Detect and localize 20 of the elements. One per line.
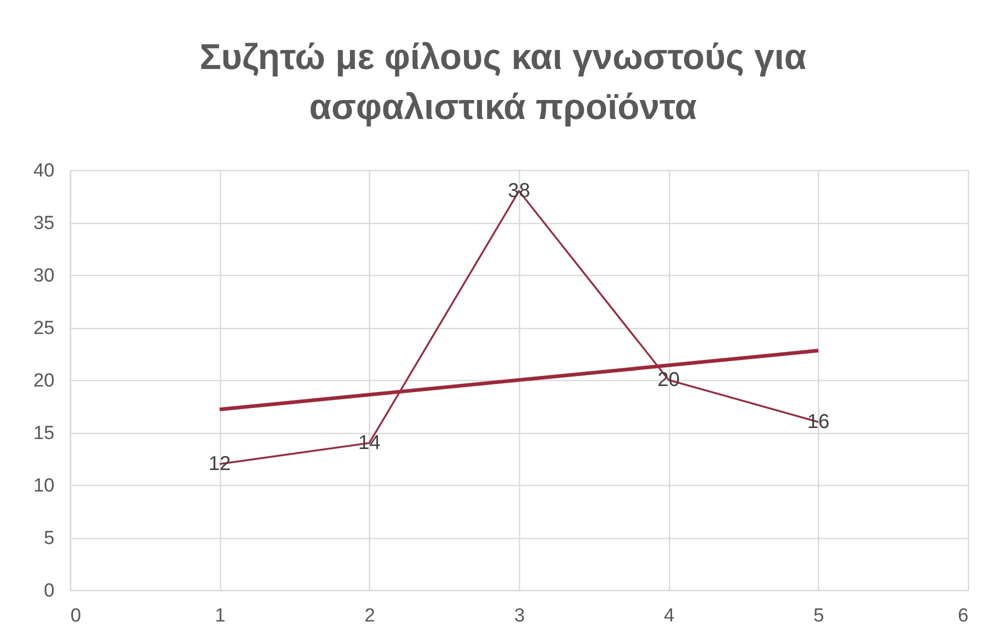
x-tick-label: 5 <box>814 606 824 626</box>
x-tick-label: 0 <box>70 606 82 626</box>
y-tick-label: 0 <box>44 580 54 602</box>
data-label: 16 <box>807 411 830 433</box>
y-tick-label: 35 <box>33 213 54 234</box>
y-tick-label: 5 <box>44 528 54 549</box>
x-tick-label: 3 <box>514 606 525 626</box>
data-label: 38 <box>508 180 530 202</box>
y-tick-label: 30 <box>33 266 54 286</box>
data-label: 12 <box>208 453 231 475</box>
y-tick-label: 15 <box>33 423 54 444</box>
y-tick-label: 20 <box>33 370 54 392</box>
y-tick-label: 10 <box>33 476 54 496</box>
x-tick-label: 6 <box>958 606 968 626</box>
x-tick-label: 1 <box>214 606 226 626</box>
y-tick-label: 25 <box>33 318 54 339</box>
y-tick-label: 40 <box>33 160 54 182</box>
x-tick-label: 4 <box>664 606 675 626</box>
chart-title: Συζητώ με φίλους και γνωστούς για ασφαλιστικά προϊόντα <box>200 36 806 127</box>
x-tick-label: 2 <box>364 606 376 626</box>
